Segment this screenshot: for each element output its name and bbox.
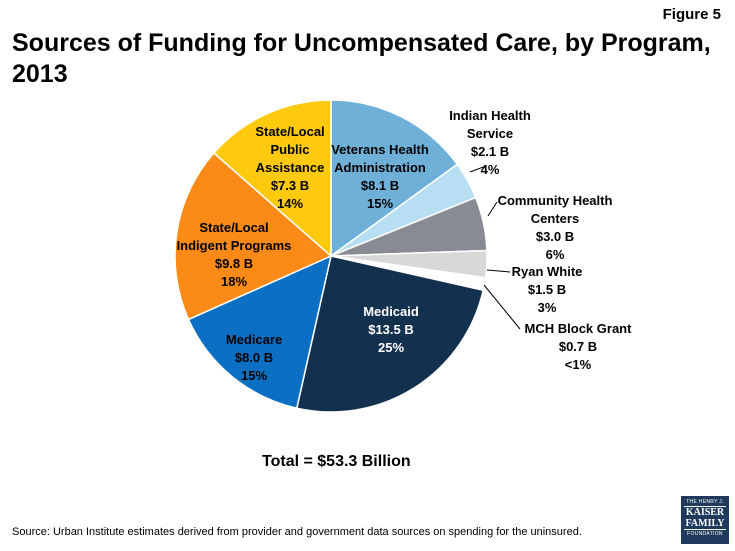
logo-line-4: FOUNDATION — [687, 531, 723, 537]
pie-slice-medicaid — [295, 255, 485, 413]
slice-label-line: $9.8 B — [215, 256, 253, 271]
slice-label-line: $7.3 B — [271, 178, 309, 193]
pie-slice-state-local-public-assistance — [212, 99, 332, 258]
chart-title-line-2: 2013 — [12, 60, 68, 88]
slice-label-line: $0.7 B — [559, 339, 597, 354]
slice-label-line: Service — [467, 126, 513, 141]
slice-label-line: Medicaid — [363, 304, 419, 319]
slice-label-line: Indigent Programs — [177, 238, 292, 253]
slice-label-state-local-public-assistance: State/Local Public Assistance $7.3 B 14% — [255, 124, 324, 211]
leader-line-indian-health-service — [469, 165, 487, 173]
slice-label-state-local-indigent-programs: State/Local Indigent Programs $9.8 B 18% — [177, 220, 292, 289]
slice-label-medicare: Medicare $8.0 B 15% — [226, 332, 282, 383]
slice-label-line: $13.5 B — [368, 322, 414, 337]
slice-label-line: Community Health — [498, 193, 613, 208]
slice-label-line: 15% — [367, 196, 393, 211]
pie-slice-medicare — [187, 254, 333, 410]
slice-label-line: MCH Block Grant — [525, 321, 633, 336]
slice-label-line: $2.1 B — [471, 144, 509, 159]
slice-label-ryan-white: Ryan White $1.5 B 3% — [512, 264, 583, 315]
pie-slice-state-local-indigent-programs — [174, 151, 333, 321]
slice-label-line: Medicare — [226, 332, 282, 347]
slice-label-line: Indian Health — [449, 108, 531, 123]
slice-label-line: 15% — [241, 368, 267, 383]
slice-label-line: 6% — [546, 247, 565, 262]
total-label: Total = $53.3 Billion — [262, 453, 411, 470]
slice-label-line: 3% — [538, 300, 557, 315]
slice-label-line: 14% — [277, 196, 303, 211]
chart-title: Sources of Funding for Uncompensated Car… — [12, 28, 712, 90]
slice-label-line: $1.5 B — [528, 282, 566, 297]
slice-label-line: 18% — [221, 274, 247, 289]
slice-label-veterans-health-administration: Veterans Health Administration $8.1 B 15% — [331, 142, 429, 211]
slice-label-line: <1% — [565, 357, 592, 372]
slice-label-line: State/Local — [255, 124, 324, 139]
slice-label-line: Centers — [531, 211, 579, 226]
slice-label-line: Veterans Health — [331, 142, 429, 157]
leader-line-ryan-white — [486, 269, 511, 273]
logo-line-2: KAISER FAMILY — [684, 506, 726, 530]
slice-label-line: Public — [270, 142, 309, 157]
slice-label-line: Administration — [334, 160, 426, 175]
slice-label-line: Ryan White — [512, 264, 583, 279]
pie-slice-veterans-health-administration — [330, 99, 459, 258]
slice-label-mch-block-grant: MCH Block Grant $0.7 B <1% — [525, 321, 633, 372]
slice-label-line: $3.0 B — [536, 229, 574, 244]
slice-label-line: $8.1 B — [361, 178, 399, 193]
chart-title-line-1: Sources of Funding for Uncompensated Car… — [12, 29, 711, 57]
source-note: Source: Urban Institute estimates derive… — [12, 526, 582, 538]
slice-label-line: $8.0 B — [235, 350, 273, 365]
slice-label-community-health-centers: Community Health Centers $3.0 B 6% — [498, 193, 613, 262]
slice-label-indian-health-service: Indian Health Service $2.1 B 4% — [449, 108, 531, 177]
kff-logo: THE HENRY J. KAISER FAMILY FOUNDATION — [681, 496, 729, 544]
slice-label-line: 4% — [481, 162, 500, 177]
slice-label-line: 25% — [378, 340, 404, 355]
leader-line-community-health-centers — [487, 201, 498, 217]
figure-number: Figure 5 — [662, 6, 721, 23]
slice-label-line: State/Local — [199, 220, 268, 235]
logo-line-1: THE HENRY J. — [686, 499, 724, 505]
logo-line-kaiser: KAISER — [685, 507, 725, 518]
logo-line-family: FAMILY — [685, 518, 725, 529]
slice-label-medicaid: Medicaid $13.5 B 25% — [363, 304, 419, 355]
leader-line-mch-block-grant — [483, 284, 521, 330]
slice-label-line: Assistance — [256, 160, 325, 175]
